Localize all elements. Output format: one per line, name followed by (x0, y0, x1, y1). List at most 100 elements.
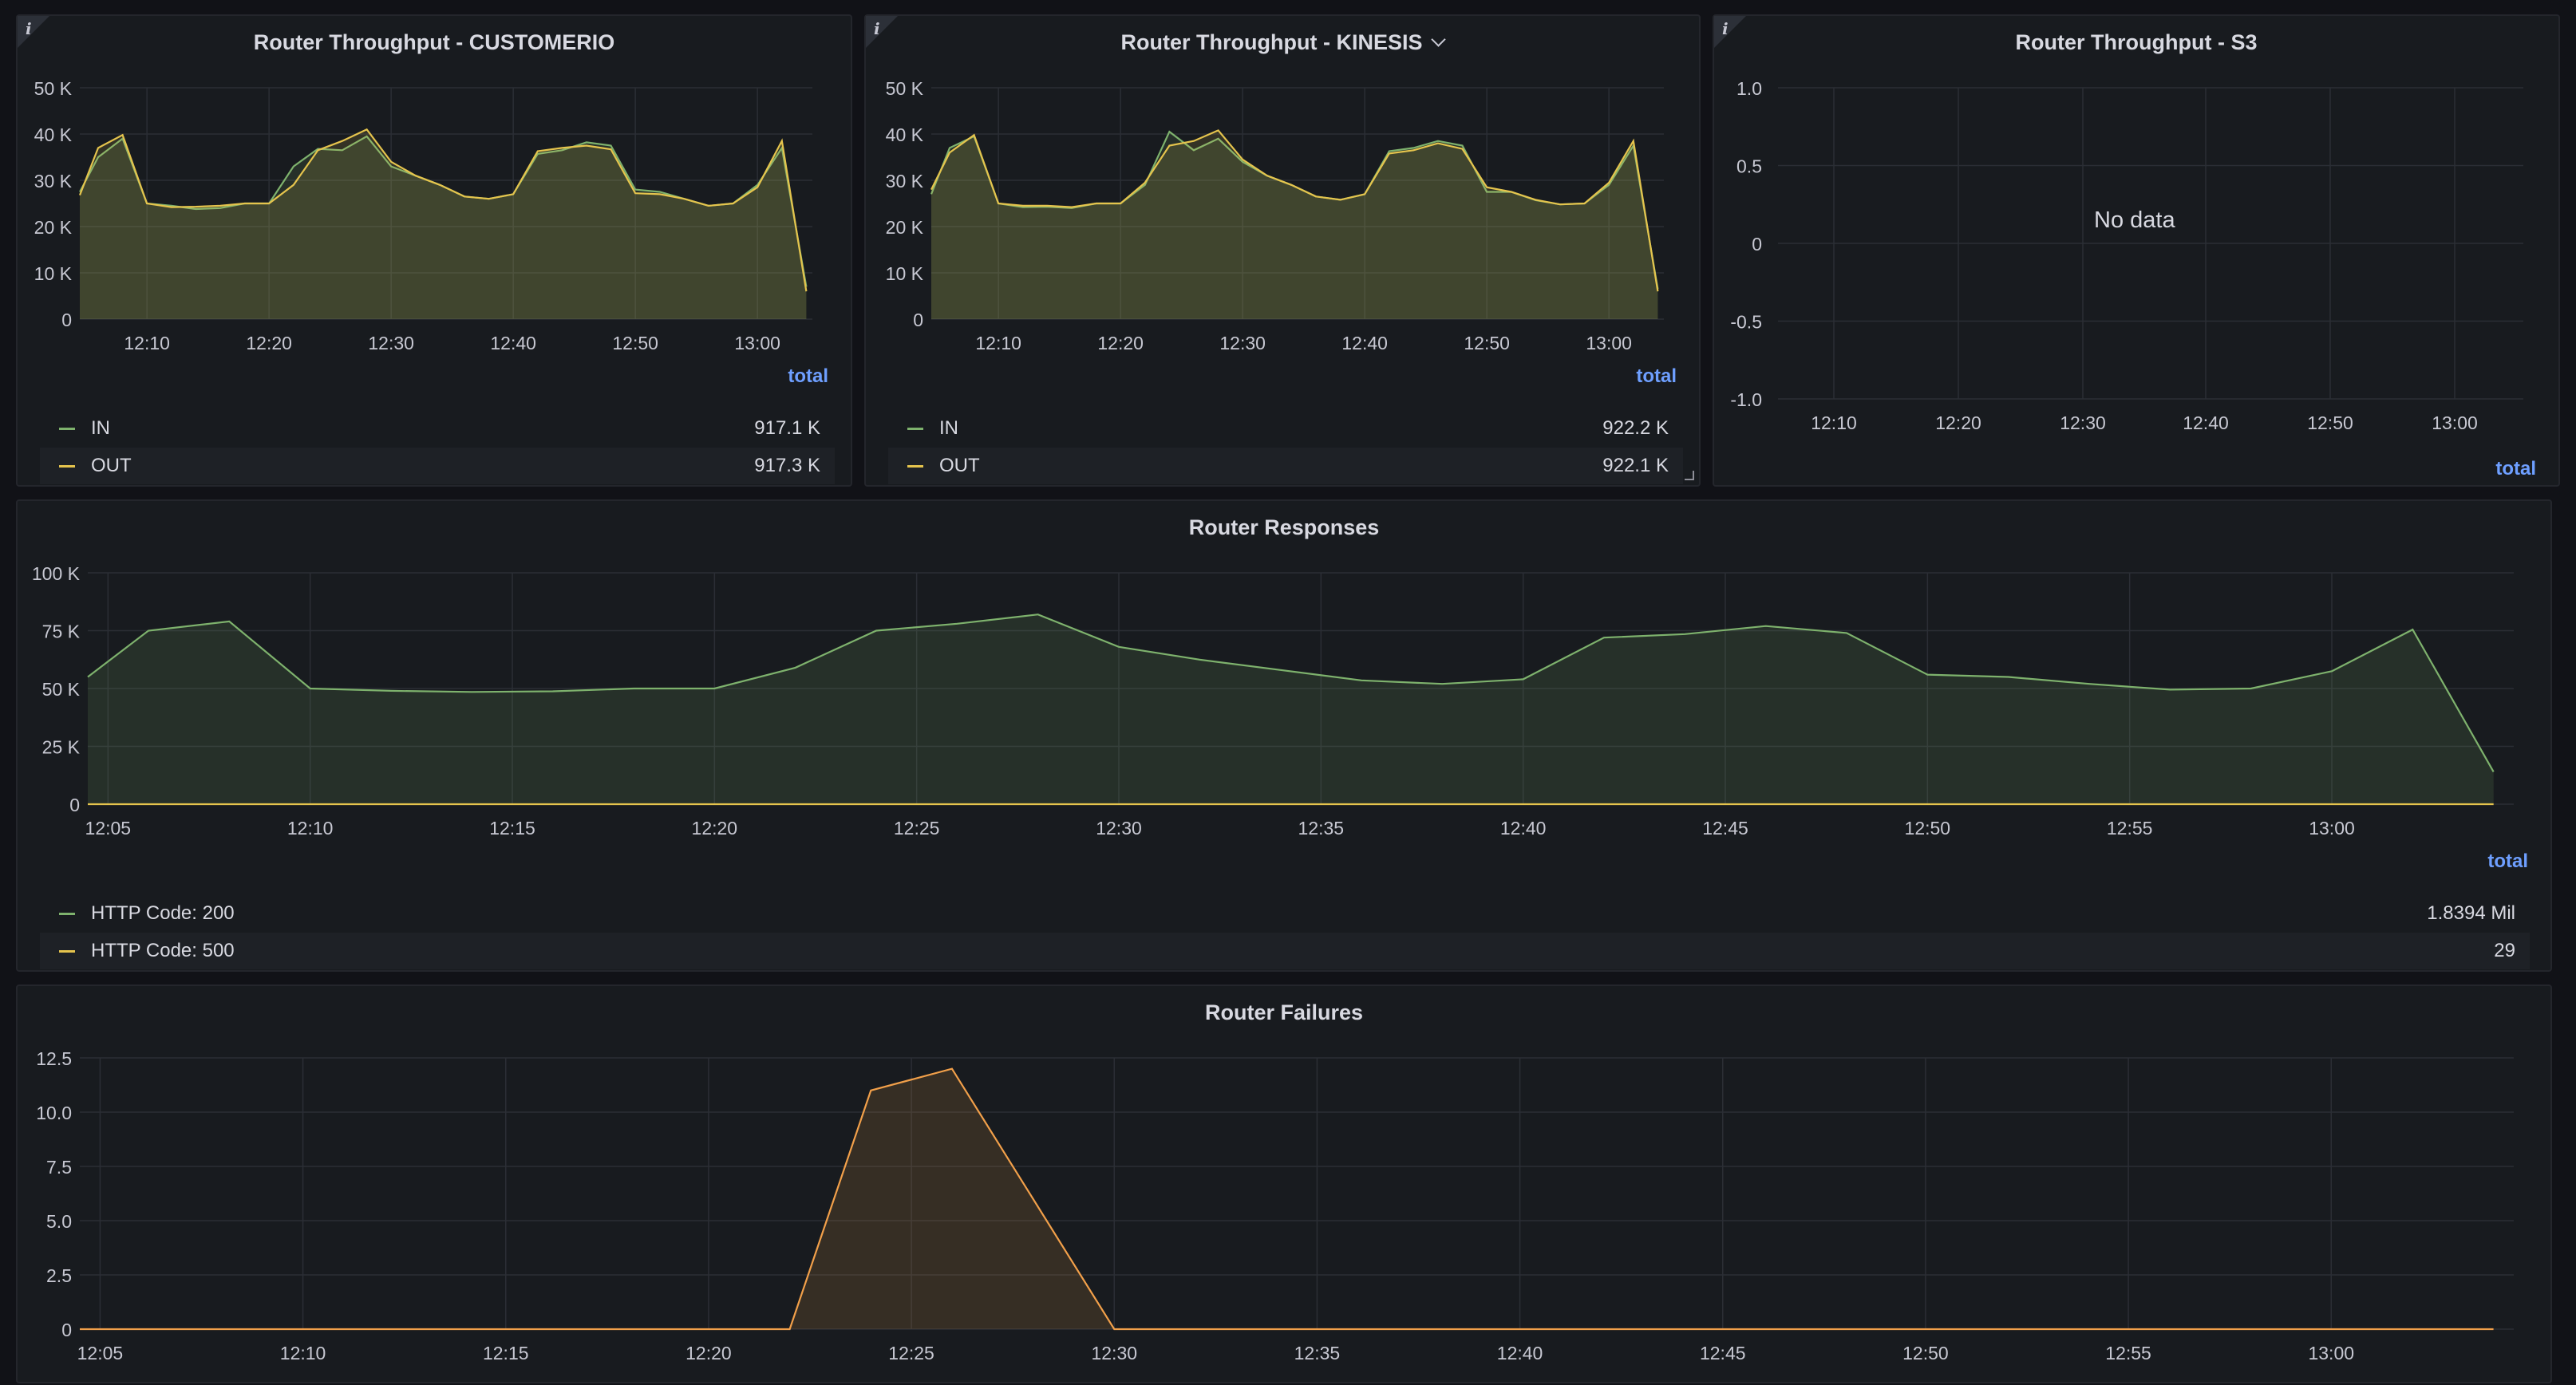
legend-item-http-200[interactable]: HTTP Code: 200 1.8394 Mil (40, 895, 2530, 932)
x-tick-label: 12:20 (692, 818, 738, 838)
panel-title[interactable]: Router Responses (1188, 515, 1380, 539)
x-tick-label: 13:00 (734, 333, 780, 353)
x-tick-label: 12:25 (888, 1343, 934, 1363)
series-line-series (80, 1067, 2494, 1331)
panel-title-text: Router Throughput - KINESIS (1120, 30, 1423, 54)
x-tick-label: 12:30 (2060, 412, 2106, 433)
y-tick-label: 0 (61, 1320, 72, 1340)
legend-label: IN (939, 417, 958, 439)
series-area-series (80, 1068, 2494, 1329)
legend-item-in[interactable]: IN 922.2 K (888, 410, 1683, 447)
y-tick-label: 7.5 (46, 1157, 72, 1178)
chart-s3[interactable]: -1.0 -0.5 0 0.5 1.0 12:10 12:20 12:30 12:40 12:50… (1714, 16, 2562, 463)
legend-total-header[interactable]: total (2495, 458, 2536, 479)
legend-label: HTTP Code: 500 (91, 940, 235, 961)
y-tick-label: 1.0 (1736, 78, 1762, 99)
panel-s3[interactable]: i Router Throughput - S3 -1.0 -0.5 0 0.5 1.0… (1713, 14, 2560, 487)
x-tick-label: 12:35 (1294, 1343, 1341, 1363)
series-line-http-code-200 (87, 614, 2495, 772)
legend-swatch-in (59, 427, 75, 430)
info-icon[interactable] (18, 16, 49, 48)
info-icon[interactable] (866, 16, 898, 48)
x-tick-label: 13:00 (2308, 1343, 2354, 1363)
legend-label: IN (91, 417, 110, 439)
chart-customerio[interactable]: 0 10 K 20 K 30 K 40 K 50 K 12:10 12:20 12:30 12:4… (18, 16, 854, 353)
chart-failures[interactable]: 0 2.5 5.0 7.5 10.0 12.5 12:05 12:10 12:15 12:20 12… (18, 986, 2554, 1385)
x-tick-label: 12:10 (280, 1343, 326, 1363)
x-tick-label: 12:30 (1096, 818, 1142, 838)
x-tick-label: 12:30 (1219, 333, 1266, 353)
x-tick-label: 12:20 (1935, 412, 1981, 433)
y-tick-label: 100 K (32, 563, 81, 584)
legend-value: 917.3 K (754, 455, 820, 476)
x-tick-label: 13:00 (1586, 333, 1632, 353)
legend-swatch-in (907, 427, 923, 430)
y-tick-label: 75 K (42, 621, 81, 642)
info-icon[interactable] (1714, 16, 1746, 48)
x-tick-label: 12:55 (2105, 1343, 2151, 1363)
chart-responses[interactable]: 0 25 K 50 K 75 K 100 K 12:05 12:10 12:15 12:20 12… (18, 501, 2554, 852)
panel-title[interactable]: Router Throughput - CUSTOMERIO (253, 30, 615, 54)
y-tick-label: 10.0 (36, 1103, 72, 1123)
series-area-in (80, 136, 807, 319)
y-tick-label: 20 K (34, 217, 73, 238)
x-tick-label: 13:00 (2309, 818, 2355, 838)
x-tick-label: 12:40 (1500, 818, 1547, 838)
legend-item-in[interactable]: IN 917.1 K (40, 410, 835, 447)
legend-total-header[interactable]: total (788, 365, 828, 387)
y-tick-label: 0.5 (1736, 156, 1762, 177)
legend-value: 922.2 K (1602, 417, 1669, 439)
y-tick-label: 0 (913, 310, 923, 330)
x-tick-label: 12:20 (246, 333, 292, 353)
info-icon-glyph[interactable]: i (1722, 19, 1729, 38)
y-tick-label: 50 K (886, 78, 924, 99)
panel-failures[interactable]: Router Failures 0 2.5 5.0 7.5 10.0 12.5 12:05 1… (16, 984, 2552, 1383)
legend-item-out[interactable]: OUT 917.3 K (40, 448, 835, 484)
legend-swatch-200 (59, 912, 75, 915)
legend-value: 29 (2494, 940, 2515, 961)
legend-value: 922.1 K (1602, 455, 1669, 476)
series-area-out (80, 129, 807, 319)
y-tick-label: 2.5 (46, 1265, 72, 1286)
legend-item-out[interactable]: OUT 922.1 K (888, 448, 1683, 484)
legend-item-http-500[interactable]: HTTP Code: 500 29 (40, 933, 2530, 969)
legend-total-header[interactable]: total (2487, 850, 2528, 872)
x-tick-label: 12:05 (85, 818, 132, 838)
series-line-out (930, 129, 1659, 292)
chart-kinesis[interactable]: 0 10 K 20 K 30 K 40 K 50 K 12:10 12:20 12:30 12:4… (866, 16, 1702, 353)
x-tick-label: 12:30 (1091, 1343, 1137, 1363)
legend-value: 917.1 K (754, 417, 820, 439)
panel-responses[interactable]: Router Responses 0 25 K 50 K 75 K 100 K 12:05… (16, 499, 2552, 972)
y-tick-label: 40 K (34, 124, 73, 145)
legend-swatch-out (59, 464, 75, 468)
info-icon-glyph[interactable]: i (26, 19, 32, 38)
x-tick-label: 12:10 (124, 333, 170, 353)
info-icon-glyph[interactable]: i (874, 19, 880, 38)
series-area-http-code-200 (88, 614, 2494, 804)
x-tick-label: 12:15 (483, 1343, 529, 1363)
x-tick-label: 12:50 (2307, 412, 2353, 433)
y-tick-label: 40 K (886, 124, 924, 145)
y-tick-label: 50 K (34, 78, 73, 99)
x-tick-label: 12:50 (1464, 333, 1510, 353)
legend-value: 1.8394 Mil (2427, 902, 2515, 924)
y-tick-label: 5.0 (46, 1211, 72, 1232)
legend-swatch-500 (59, 949, 75, 953)
resize-handle-icon[interactable] (1685, 471, 1694, 480)
legend-label: OUT (939, 455, 980, 476)
x-tick-label: 12:20 (685, 1343, 732, 1363)
y-tick-label: 30 K (34, 171, 73, 191)
x-tick-label: 12:10 (975, 333, 1021, 353)
panel-title[interactable]: Router Throughput - S3 (2015, 30, 2258, 54)
panel-title[interactable]: Router Throughput - KINESIS (866, 30, 1699, 55)
panel-customerio[interactable]: i Router Throughput - CUSTOMERIO 0 10 K 20… (16, 14, 852, 487)
x-tick-label: 12:55 (2107, 818, 2153, 838)
x-tick-label: 12:40 (1341, 333, 1388, 353)
legend-total-header[interactable]: total (1636, 365, 1677, 387)
series-line-out (78, 128, 808, 292)
y-tick-label: 10 K (34, 263, 73, 284)
panel-title[interactable]: Router Failures (1204, 1000, 1364, 1024)
y-tick-label: 10 K (886, 263, 924, 284)
panel-kinesis[interactable]: i Router Throughput - KINESIS 0 10 K 20 K 3… (864, 14, 1701, 487)
no-data-message: No data (2094, 207, 2175, 233)
